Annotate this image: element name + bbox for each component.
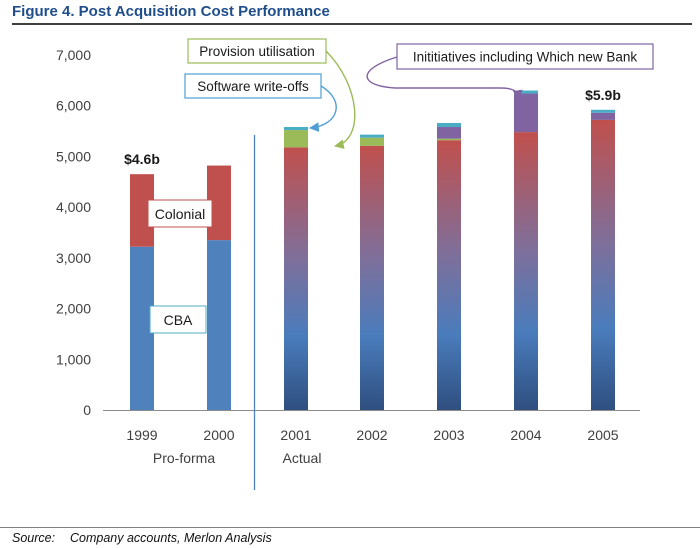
bar-provision-2002	[360, 137, 384, 146]
callout-label-provision: Provision utilisation	[199, 44, 315, 59]
bar-base-2001	[284, 147, 308, 411]
callout-arrow-initiatives	[366, 56, 523, 100]
source-divider	[0, 527, 700, 528]
segment-label-cba: CBA	[164, 312, 193, 328]
y-tick-label: 3,000	[56, 250, 91, 266]
bar-software-2004	[514, 90, 538, 94]
title-divider	[12, 23, 692, 25]
bar-base-2003	[437, 140, 461, 410]
y-tick-label: 0	[83, 402, 91, 418]
bars	[130, 90, 615, 411]
x-tick-label-2001: 2001	[280, 427, 311, 443]
group-label-actual: Actual	[283, 450, 322, 466]
callout-box-provision	[187, 38, 327, 64]
y-tick-label: 6,000	[56, 98, 91, 114]
callout-label-software: Software write-offs	[197, 79, 309, 94]
x-tick-label-2000: 2000	[203, 427, 234, 443]
bar-initiatives-2004	[514, 93, 538, 133]
callout-arrow-software	[309, 85, 337, 132]
callout-box-software	[184, 73, 322, 99]
bar-base-2002	[360, 145, 384, 410]
y-tick-label: 4,000	[56, 199, 91, 215]
callout-box-initiatives	[396, 43, 654, 70]
bar-total-label-2005: $5.9b	[585, 87, 621, 103]
segment-label-box-colonial	[147, 199, 213, 228]
bar-software-2003	[437, 122, 461, 128]
callout-label-initiatives: Inititiatives including Which new Bank	[413, 50, 638, 65]
group-label-pro-forma: Pro-forma	[153, 450, 215, 466]
figure-title: Figure 4. Post Acquisition Cost Performa…	[12, 3, 330, 20]
y-tick-label: 2,000	[56, 301, 91, 317]
bar-initiatives-2003	[437, 127, 461, 139]
callout-arrow-provision	[325, 50, 356, 150]
source-label: Source:	[12, 531, 56, 545]
y-axis: 0 1,000 2,000 3,000 4,000 5,000 6,000 7,000	[56, 47, 91, 418]
y-tick-label: 7,000	[56, 47, 91, 63]
x-tick-label-2005: 2005	[587, 427, 618, 443]
bar-base-2004	[514, 132, 538, 411]
y-tick-label: 1,000	[56, 351, 91, 367]
bar-base-2005	[591, 119, 615, 411]
bar-provision-2003	[437, 138, 461, 141]
x-tick-label-2003: 2003	[433, 427, 464, 443]
annotations: $4.6b $5.9b Colonial CBA Provision utilisati…	[124, 38, 654, 334]
segment-label-colonial: Colonial	[155, 206, 206, 222]
bar-software-2005	[591, 109, 615, 113]
bar-total-label-1999: $4.6b	[124, 151, 160, 167]
y-tick-label: 5,000	[56, 148, 91, 164]
bar-software-2001	[284, 127, 308, 131]
bar-software-2002	[360, 134, 384, 138]
source-text: Company accounts, Merlon Analysis	[70, 531, 272, 545]
bar-provision-2001	[284, 130, 308, 148]
x-tick-label-2004: 2004	[510, 427, 541, 443]
x-axis: 1999 2000 2001 2002 2003 2004 2005 Pro-forma Act…	[103, 135, 640, 490]
bar-cba-2000	[207, 240, 231, 410]
bar-initiatives-2005	[591, 112, 615, 120]
source-note: Source: Company accounts, Merlon Analysis	[12, 531, 272, 545]
x-tick-label-1999: 1999	[126, 427, 157, 443]
segment-label-box-cba	[149, 305, 207, 334]
x-tick-label-2002: 2002	[356, 427, 387, 443]
